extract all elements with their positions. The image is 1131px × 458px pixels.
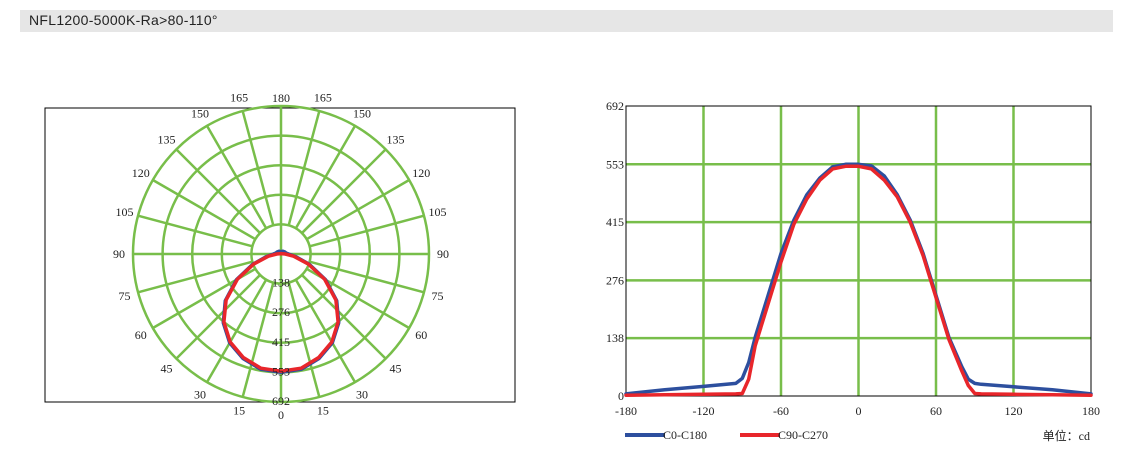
polar-spoke <box>175 274 261 360</box>
polar-angle-label: 135 <box>387 132 405 146</box>
chart-title: NFL1200-5000K-Ra>80-110° <box>29 12 218 28</box>
polar-spoke <box>287 282 321 398</box>
polar-angle-label: 90 <box>113 247 125 261</box>
polar-spoke <box>241 110 275 226</box>
y-tick-label: 276 <box>606 273 624 287</box>
unit-label: 单位：cd <box>1043 428 1090 443</box>
cartesian-chart: -180 -120 -60 0 60 120 180 0 138 276 415 553 692 <box>606 99 1100 418</box>
polar-radial-label: 553 <box>272 364 290 378</box>
polar-spoke <box>309 214 425 248</box>
polar-angle-label: 75 <box>119 289 131 303</box>
x-tick-label: 0 <box>856 404 862 418</box>
polar-spoke <box>301 148 387 234</box>
polar-angle-label: 135 <box>157 132 175 146</box>
polar-radial-label: 415 <box>272 335 290 349</box>
polar-angle-label: 60 <box>135 328 147 342</box>
polar-angle-label: 150 <box>191 107 209 121</box>
line-series-c90-c270 <box>624 164 1093 397</box>
polar-angle-label: 30 <box>194 387 206 401</box>
polar-angle-label: 105 <box>428 205 446 219</box>
x-tick-label: -120 <box>693 404 715 418</box>
polar-spoke <box>306 178 410 241</box>
polar-spoke <box>241 282 275 398</box>
polar-spoke <box>137 214 253 248</box>
y-tick-label: 138 <box>606 331 624 345</box>
polar-spoke <box>301 274 387 360</box>
x-tick-label: -180 <box>615 404 637 418</box>
polar-angle-label: 120 <box>132 166 150 180</box>
polar-angle-label: 105 <box>116 205 134 219</box>
polar-radial-label: 692 <box>272 394 290 408</box>
polar-spoke <box>137 260 253 294</box>
legend-label-c90-c270: C90-C270 <box>778 428 828 442</box>
polar-angle-label: 45 <box>160 362 172 376</box>
legend: C0-C180 C90-C270 <box>625 428 828 442</box>
polar-angle-label: 75 <box>431 289 443 303</box>
x-tick-label: 120 <box>1005 404 1023 418</box>
x-tick-label: 60 <box>930 404 942 418</box>
polar-radial-label: 138 <box>272 276 290 290</box>
polar-angle-label: 90 <box>437 247 449 261</box>
plot-frame <box>625 105 1092 397</box>
polar-angle-label: 45 <box>390 362 402 376</box>
polar-spoke <box>309 260 425 294</box>
polar-angle-label: 180 <box>272 91 290 105</box>
polar-spoke <box>294 279 357 383</box>
line-series-c0-c180 <box>624 162 1093 396</box>
legend-label-c0-c180: C0-C180 <box>663 428 707 442</box>
x-tick-label: -60 <box>773 404 789 418</box>
polar-angle-label: 30 <box>356 387 368 401</box>
polar-spoke <box>287 110 321 226</box>
polar-angle-label: 15 <box>317 403 329 417</box>
polar-spoke <box>152 178 256 241</box>
polar-angle-label: 150 <box>353 107 371 121</box>
polar-radial-label: 276 <box>272 305 290 319</box>
polar-angle-label: 165 <box>314 91 332 105</box>
polar-spoke <box>205 279 268 383</box>
y-tick-label: 692 <box>606 99 624 113</box>
polar-angle-label: 0 <box>278 408 284 422</box>
title-bar: NFL1200-5000K-Ra>80-110° <box>20 10 1113 32</box>
polar-spoke <box>294 125 357 229</box>
polar-series-c90-c270 <box>222 251 340 373</box>
polar-angle-label: 15 <box>233 403 245 417</box>
polar-spoke <box>175 148 261 234</box>
y-tick-label: 0 <box>618 389 624 403</box>
y-tick-label: 415 <box>606 215 624 229</box>
polar-angle-label: 60 <box>415 328 427 342</box>
polar-spoke <box>205 125 268 229</box>
y-tick-label: 553 <box>606 157 624 171</box>
x-tick-label: 180 <box>1082 404 1100 418</box>
polar-angle-label: 165 <box>230 91 248 105</box>
polar-angle-label: 120 <box>412 166 430 180</box>
